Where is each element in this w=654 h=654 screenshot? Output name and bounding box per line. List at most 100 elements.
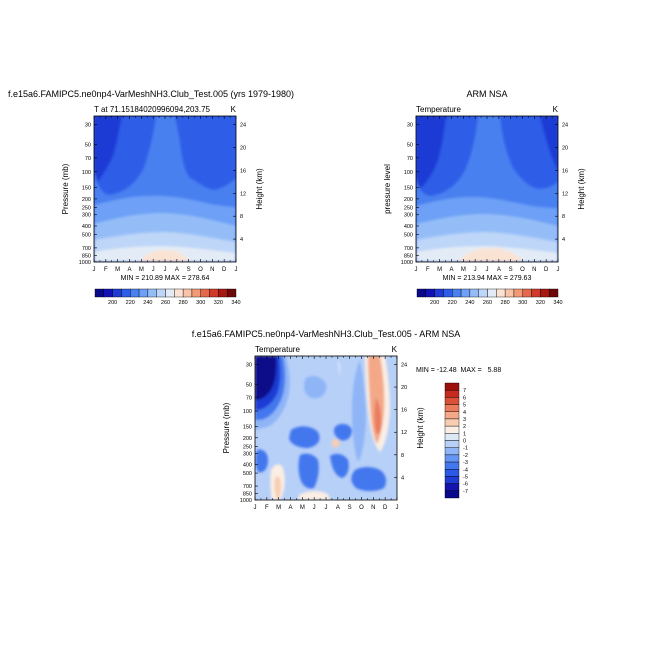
colorbar-box [444,433,460,441]
panel-obs-title: ARM NSA [466,89,507,99]
panel-model-ylabel: Pressure (mb) [61,163,70,214]
colorbar-label: 200 [108,300,117,306]
height-tick-label: 12 [240,191,246,197]
colorbar-label: 260 [483,300,492,306]
colorbar-label: 200 [430,300,439,306]
y-tick-label: 50 [407,143,413,149]
colorbar-box [444,483,460,492]
x-tick-label: M [300,505,305,511]
colorbar-label: 280 [179,300,188,306]
colorbar-box [444,397,460,405]
y-tick-label: 400 [243,462,252,468]
colorbar-label: 340 [231,300,240,306]
colorbar-label: -1 [463,446,468,452]
x-tick-label: A [288,505,292,511]
panel-model: f.e15a6.FAMIPC5.ne0np4-VarMeshNH3.Club_T… [8,89,294,306]
colorbar-label: 5 [463,403,466,409]
panel-model-title: f.e15a6.FAMIPC5.ne0np4-VarMeshNH3.Club_T… [8,89,294,99]
colorbar-label: 220 [126,300,135,306]
colorbar-box [540,288,550,298]
panel-model-units: K [231,105,237,114]
x-tick-label: M [276,505,281,511]
colorbar-box [191,288,201,298]
panel-diff-field [255,356,397,500]
colorbar-box [94,288,105,298]
colorbar-box [200,288,210,298]
y-tick-label: 250 [243,444,252,450]
colorbar-box [452,288,462,298]
colorbar-label: 260 [161,300,170,306]
colorbar-box [478,288,488,298]
x-tick-label: F [265,505,269,511]
panel-model-ylabel-right: Height (km) [255,168,264,210]
x-tick-label: J [313,505,316,511]
colorbar-box [444,404,460,412]
panel-model-colorbar: 200 220 240 260 280 300 320 340 [94,288,241,306]
panel-diff-ylabel: Pressure (mb) [222,402,231,453]
colorbar-box [444,425,460,434]
colorbar-box [147,288,157,298]
height-tick-label: 24 [562,123,568,129]
colorbar-label: -2 [463,453,468,459]
y-tick-label: 1000 [79,260,91,266]
panel-obs-subtitle: Temperature [416,105,461,114]
y-tick-label: 150 [404,186,413,192]
panel-obs-ylabel-right: Height (km) [577,168,586,210]
x-tick-label: N [532,267,536,273]
y-tick-label: 200 [243,436,252,442]
x-tick-label: D [222,267,227,273]
y-tick-label: 200 [82,197,91,203]
colorbar-box [444,411,460,420]
colorbar-box [513,288,523,298]
x-tick-label: N [371,505,375,511]
y-tick-label: 100 [243,409,252,415]
y-tick-label: 500 [82,233,91,239]
colorbar-box [522,288,532,298]
colorbar-label: 240 [143,300,152,306]
x-tick-label: J [415,267,418,273]
colorbar-box [444,382,460,391]
colorbar-box [444,469,460,477]
colorbar-box [496,288,506,298]
x-tick-label: A [127,267,131,273]
height-tick-label: 4 [401,475,404,481]
y-tick-label: 500 [243,471,252,477]
colorbar-box [226,288,237,298]
x-tick-label: J [93,267,96,273]
y-tick-label: 70 [407,156,413,162]
panel-obs-stats: MIN = 213.94 MAX = 279.63 [443,275,532,282]
x-tick-label: J [235,267,238,273]
colorbar-box [444,389,460,398]
x-tick-label: J [152,267,155,273]
height-tick-label: 20 [401,385,407,391]
colorbar-box [504,288,515,298]
panel-diff-subtitle: Temperature [255,345,300,354]
x-tick-label: J [396,505,399,511]
x-tick-label: N [210,267,214,273]
colorbar-box [156,288,166,298]
height-tick-label: 16 [240,168,246,174]
x-tick-label: J [486,267,489,273]
height-tick-label: 12 [401,430,407,436]
colorbar-label: -7 [463,489,468,495]
height-tick-label: 24 [240,123,246,129]
colorbar-box [174,288,184,298]
x-tick-label: A [175,267,179,273]
colorbar-box [444,461,460,470]
colorbar-box [218,288,228,298]
height-tick-label: 8 [240,214,243,220]
colorbar-label: 280 [501,300,510,306]
colorbar-box [443,288,453,298]
y-tick-label: 250 [404,206,413,212]
colorbar-box [487,288,497,298]
y-tick-label: 100 [82,170,91,176]
y-tick-label: 300 [404,213,413,219]
panel-model-subtitle: T at 71.15184020996094,203.75 [94,105,211,114]
y-tick-label: 700 [404,246,413,252]
y-tick-label: 1000 [240,498,252,504]
